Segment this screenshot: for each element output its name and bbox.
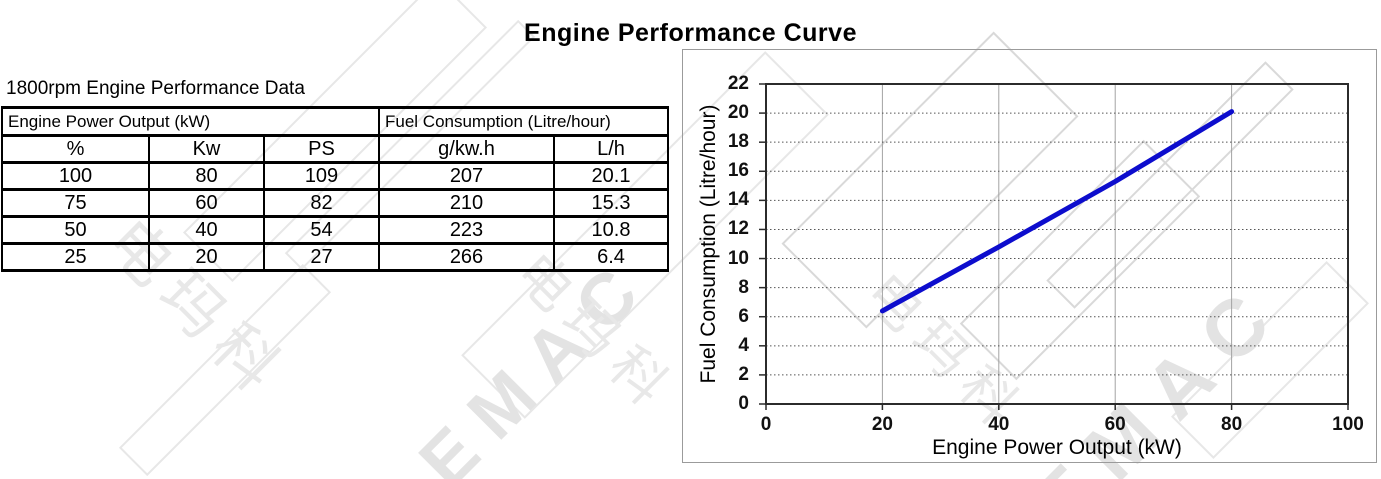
x-tick-label: 100	[1332, 414, 1364, 435]
y-tick-label: 6	[738, 305, 749, 327]
table-column-header-row: % Kw PS g/kw.h L/h	[1, 134, 669, 164]
x-tick-label: 40	[988, 414, 1010, 435]
chart-panel: Engine Power Output (kW) Fuel Consumptio…	[682, 49, 1377, 463]
table-cell: 266	[378, 242, 555, 272]
table-cell: 223	[378, 215, 555, 245]
table-cell: 109	[263, 161, 380, 191]
column-header-gkwh: g/kw.h	[378, 134, 555, 164]
table-cell: 15.3	[553, 188, 669, 218]
table-cell: 80	[148, 161, 265, 191]
x-tick-label: 0	[760, 414, 772, 435]
table-row: 100 80 109 207 20.1	[1, 161, 669, 191]
y-tick-label: 8	[738, 276, 749, 298]
table-row: 25 20 27 266 6.4	[1, 242, 669, 272]
table-cell: 27	[263, 242, 380, 272]
chart-svg	[759, 83, 1349, 410]
performance-table: Engine Power Output (kW) Fuel Consumptio…	[1, 106, 669, 272]
table-row: 75 60 82 210 15.3	[1, 188, 669, 218]
y-tick-label: 20	[727, 102, 749, 124]
table-cell: 25	[1, 242, 150, 272]
table-cell: 50	[1, 215, 150, 245]
y-tick-label: 4	[738, 334, 749, 356]
column-header-percent: %	[1, 134, 150, 164]
table-cell: 82	[263, 188, 380, 218]
y-tick-label: 16	[727, 160, 749, 182]
y-tick-label: 0	[738, 393, 749, 414]
x-axis-title: Engine Power Output (kW)	[932, 436, 1182, 459]
group-header-power: Engine Power Output (kW)	[1, 106, 380, 137]
table-cell: 20.1	[553, 161, 669, 191]
table-cell: 54	[263, 215, 380, 245]
y-tick-label: 10	[727, 247, 749, 269]
group-header-fuel: Fuel Consumption (Litre/hour)	[378, 106, 669, 137]
table-group-header-row: Engine Power Output (kW) Fuel Consumptio…	[1, 106, 669, 137]
table-cell: 210	[378, 188, 555, 218]
plot-border	[765, 83, 1349, 405]
y-tick-label: 12	[727, 218, 749, 240]
column-header-ps: PS	[263, 134, 380, 164]
page-title: Engine Performance Curve	[524, 19, 857, 47]
series-line-fuel-consumption	[879, 109, 1235, 314]
column-header-lh: L/h	[553, 134, 669, 164]
x-tick-label: 60	[1104, 414, 1126, 435]
table-cell: 6.4	[553, 242, 669, 272]
y-tick-label: 18	[727, 131, 749, 153]
y-tick-label: 22	[727, 73, 749, 94]
x-tick-label: 80	[1221, 414, 1243, 435]
table-cell: 100	[1, 161, 150, 191]
y-tick-label: 2	[738, 363, 749, 385]
column-header-kw: Kw	[148, 134, 265, 164]
table-title: 1800rpm Engine Performance Data	[6, 78, 305, 99]
table-row: 50 40 54 223 10.8	[1, 215, 669, 245]
x-tick-label: 20	[871, 414, 893, 435]
table-cell: 10.8	[553, 215, 669, 245]
table-cell: 20	[148, 242, 265, 272]
table-cell: 207	[378, 161, 555, 191]
y-tick-label: 14	[727, 189, 749, 211]
table-cell: 40	[148, 215, 265, 245]
performance-table-body: 100 80 109 207 20.1 75 60 82 210 15.3 50 40 54 223 10.…	[1, 161, 669, 272]
table-cell: 75	[1, 188, 150, 218]
table-cell: 60	[148, 188, 265, 218]
